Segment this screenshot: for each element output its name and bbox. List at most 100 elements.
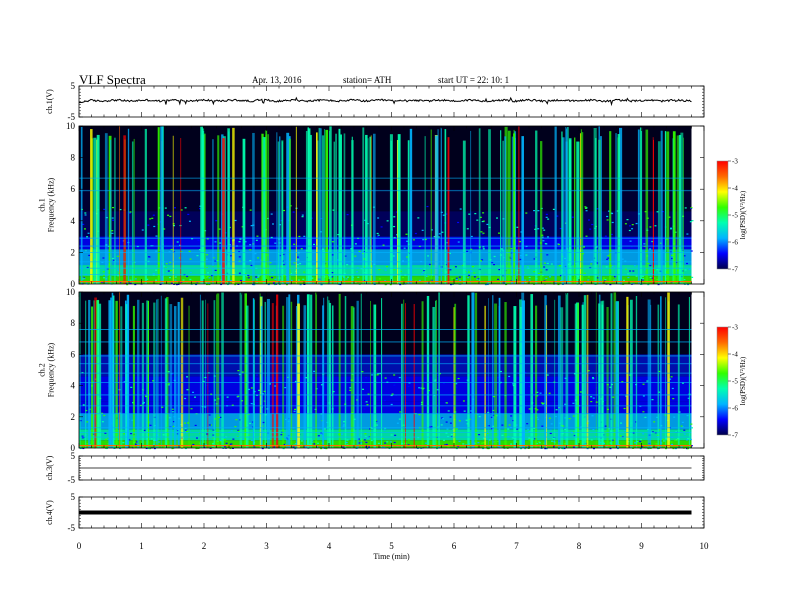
spec1-speckle [590, 260, 593, 263]
spec1-speckle [141, 229, 144, 231]
spec2-speckle [450, 433, 453, 436]
spec2-sferic [677, 304, 680, 448]
spec2-speckle [342, 446, 345, 448]
spec1-speckle [211, 275, 214, 277]
spec1-band [79, 249, 692, 266]
spec2-speckle [528, 430, 531, 433]
spec2-speckle [651, 431, 654, 433]
spec2-speckle [445, 432, 448, 434]
spec1-speckle [585, 235, 588, 237]
spec2-sferic [328, 302, 332, 448]
spec2-speckle [293, 410, 296, 412]
spec1-speckle [665, 278, 668, 280]
spec2-sferic [177, 301, 180, 448]
spec1-speckle [255, 277, 258, 279]
spec1-speckle [610, 244, 613, 246]
spec2-speckle [656, 447, 659, 450]
spec1-speckle [445, 271, 448, 273]
spec2-sferic [160, 295, 162, 448]
spec1-sferic [576, 141, 580, 284]
spec1-speckle [656, 278, 659, 281]
spec2-speckle [273, 446, 276, 448]
spec1-speckle [549, 276, 552, 278]
spec1-speckle [356, 271, 359, 273]
spec1-speckle [389, 283, 392, 286]
spec2-speckle [262, 421, 265, 424]
spec1-sferic [340, 134, 342, 284]
spec2-speckle [375, 424, 378, 426]
spec1-speckle [622, 279, 625, 282]
spec2-speckle [248, 388, 251, 391]
spec2-speckle [223, 439, 226, 441]
spec2-sferic [306, 294, 310, 448]
spec1-speckle [113, 259, 116, 261]
spec1-speckle [229, 255, 232, 257]
spec1-speckle [111, 230, 114, 232]
spec2-speckle [390, 394, 393, 397]
spec2-speckle [258, 389, 261, 391]
ch4-ytick-label: -5 [68, 523, 76, 533]
spec2-speckle [650, 446, 653, 448]
spec2-speckle [294, 380, 297, 383]
spec2-speckle [325, 447, 328, 450]
spec1-speckle [332, 209, 335, 211]
spec2-speckle [229, 447, 232, 450]
spec2-sferic [132, 305, 135, 448]
spec2-speckle [149, 424, 152, 426]
spec2-speckle [365, 441, 368, 444]
spec2-speckle [674, 447, 677, 450]
spec1-colorbar-tick-label: -5 [732, 212, 738, 220]
spec1-speckle [582, 246, 585, 248]
spec1-speckle [467, 277, 470, 279]
spec2-colorbar-tick-label: -4 [732, 351, 738, 359]
spec1-sferic [507, 130, 511, 284]
spec1-speckle [170, 282, 173, 284]
spec1-speckle [651, 240, 654, 243]
spec1-speckle [604, 278, 607, 281]
spec2-speckle [486, 447, 489, 450]
spec1-speckle [303, 235, 306, 237]
spec1-speckle [134, 283, 137, 286]
spec2-band [79, 429, 692, 441]
spec1-speckle [482, 232, 485, 234]
spec1-speckle [187, 213, 190, 216]
spec2-speckle [223, 436, 226, 439]
spec1-speckle [437, 236, 440, 238]
spec1-speckle [156, 237, 159, 239]
spec1-speckle [427, 275, 430, 277]
spec2-speckle [436, 447, 439, 450]
spec1-speckle [386, 220, 389, 222]
spec1-speckle [584, 206, 587, 208]
spec1-speckle [177, 239, 180, 241]
spec1-speckle [178, 257, 181, 259]
spec1-speckle [317, 282, 320, 285]
spec2-speckle [237, 370, 240, 372]
spec1-sferic [618, 127, 623, 285]
spec1-speckle [199, 208, 202, 210]
spec2-sferic [471, 292, 475, 448]
spec1-speckle [208, 277, 211, 279]
spec2-speckle [642, 433, 645, 435]
spec1-speckle [164, 267, 167, 269]
spec2-sferic [426, 295, 430, 448]
spec1-speckle [557, 243, 560, 246]
spec1-speckle [406, 256, 409, 258]
spec1-speckle [198, 282, 201, 284]
spec2-sferic [126, 294, 130, 448]
spec1-speckle [346, 214, 349, 216]
spec1-sferic [351, 140, 354, 284]
spec1-speckle [449, 269, 452, 271]
spec2-speckle [86, 443, 89, 445]
spec1-speckle [81, 277, 84, 279]
start-time-label: start UT = 22: 10: 1 [438, 75, 510, 85]
spec1-speckle [596, 277, 599, 279]
spec1-sferic [262, 136, 266, 284]
spec1-speckle [683, 279, 686, 281]
x-axis-label: Time (min) [373, 552, 410, 561]
spec2-speckle [390, 434, 393, 436]
spec2-speckle [167, 383, 170, 385]
spec1-sferic [664, 131, 667, 284]
spec1-sferic [200, 126, 203, 284]
spec1-speckle [480, 260, 483, 262]
spec2-speckle [79, 447, 82, 450]
